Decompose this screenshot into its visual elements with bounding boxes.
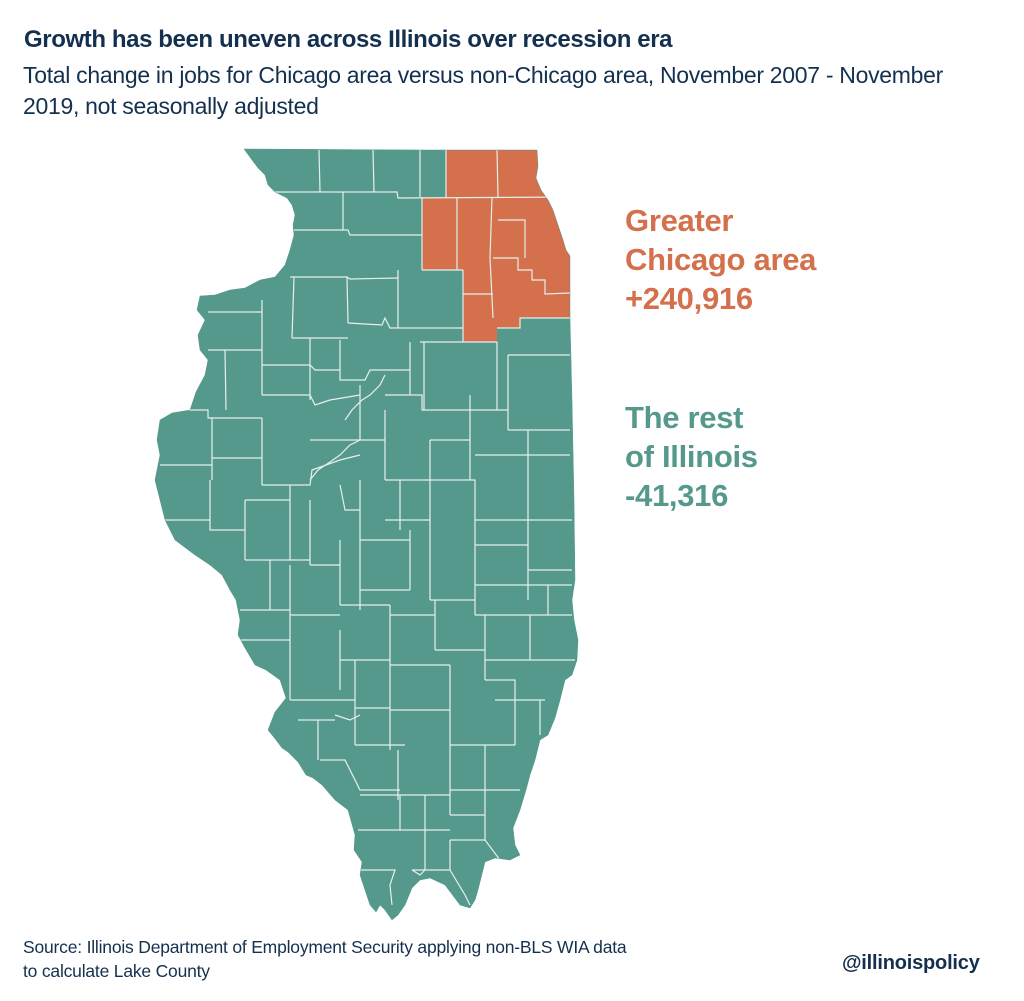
- chicago-label-line2: Chicago area: [625, 242, 817, 277]
- social-handle: @illinoispolicy: [842, 952, 980, 974]
- county-borders: [160, 149, 575, 906]
- rest-value: -41,316: [625, 478, 729, 513]
- chart-subtitle: Total change in jobs for Chicago area ve…: [23, 62, 943, 119]
- source-line2: to calculate Lake County: [23, 961, 210, 981]
- rest-label-line1: The rest: [625, 400, 744, 435]
- rest-label-line2: of Illinois: [625, 439, 758, 474]
- source-note: Source: Illinois Department of Employmen…: [23, 935, 627, 983]
- source-line1: Source: Illinois Department of Employmen…: [23, 937, 627, 957]
- greater-chicago-area-label: Greater Chicago area +240,916: [625, 201, 816, 318]
- rest-of-illinois-label: The rest of Illinois -41,316: [625, 398, 758, 515]
- chart-title: Growth has been uneven across Illinois o…: [24, 26, 673, 53]
- chicago-value: +240,916: [625, 281, 753, 316]
- chicago-label-line1: Greater: [625, 203, 734, 238]
